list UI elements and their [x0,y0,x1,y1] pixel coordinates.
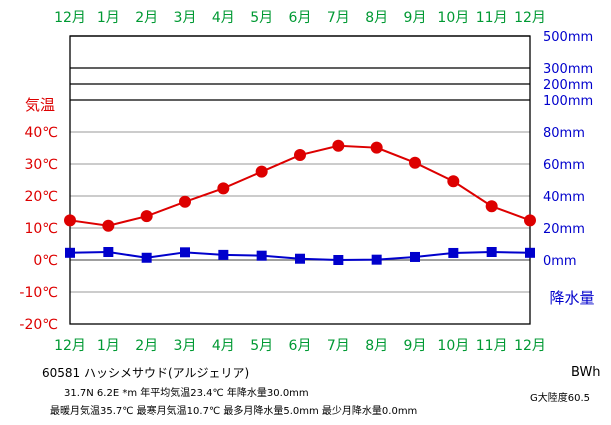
precipitation-tick-label: 0mm [543,254,577,269]
plot-border [69,35,531,325]
month-label-bottom: 10月 [437,338,469,354]
temperature-point [524,214,536,227]
month-label-bottom: 3月 [174,338,197,354]
precipitation-point [180,247,190,258]
precipitation-point [256,250,267,261]
temperature-point [447,175,460,188]
month-label-bottom: 6月 [289,338,312,354]
temperature-tick-label: 0℃ [33,253,58,269]
month-label-top: 3月 [174,10,197,26]
temperature-point [485,200,498,213]
precipitation-axis-title: 降水量 [549,289,594,307]
continentality-index: G大陸度60.5 [530,393,591,404]
precipitation-point [103,247,114,257]
data-series [64,139,536,265]
month-label-top: 6月 [289,10,312,26]
precipitation-point [486,247,497,257]
temperature-tick-label: -20℃ [19,317,58,333]
month-label-bottom: 7月 [327,338,350,354]
precipitation-tick-label: 40mm [543,190,585,205]
month-label-top: 10月 [437,10,469,26]
temperature-point [179,195,191,208]
precipitation-point [218,249,229,260]
station-extremes-line: 最暖月気温35.7℃ 最寒月気温10.7℃ 最多月降水量5.0mm 最少月降水量… [50,406,418,417]
temperature-axis-title: 気温 [25,96,55,114]
month-label-bottom: 12月 [54,338,86,354]
month-label-top: 9月 [404,10,427,26]
month-label-bottom: 12月 [514,338,546,354]
precipitation-point [295,253,305,264]
temperature-point [255,165,268,178]
top-month-labels: 12月 1月 2月 3月 4月 5月 6月 7月 8月 9月 10月 11月 12月 [54,10,546,26]
precipitation-point [410,251,420,262]
temperature-point [370,141,383,154]
month-label-top: 1月 [97,10,120,26]
month-label-top: 11月 [476,10,508,26]
temperature-point [102,219,115,232]
month-label-bottom: 9月 [404,338,427,354]
precipitation-tick-label: 200mm [543,78,593,93]
temperature-point [217,182,230,195]
temperature-point [294,149,306,162]
precipitation-point [371,254,382,265]
month-label-bottom: 5月 [250,338,273,354]
temperature-point [332,139,345,152]
climate-classification: BWh [571,365,601,380]
precipitation-point [448,247,459,258]
station-summary-line: 31.7N 6.2E *m 年平均気温23.4℃ 年降水量30.0mm [64,388,309,399]
bottom-month-labels: 12月 1月 2月 3月 4月 5月 6月 7月 8月 9月 10月 11月 12月 [54,338,546,354]
temperature-tick-label: 10℃ [24,221,58,237]
precipitation-tick-label: 500mm [543,30,593,45]
precipitation-tick-label: 300mm [543,62,593,77]
precipitation-tick-label: 20mm [543,222,585,237]
precipitation-point [141,252,152,263]
temperature-axis-ticks: 40℃ 30℃ 20℃ 10℃ 0℃ -10℃ -20℃ [19,125,58,333]
month-label-bottom: 2月 [135,338,158,354]
precipitation-tick-label: 80mm [543,126,585,141]
temperature-point [409,156,421,169]
precipitation-point [333,255,344,265]
month-label-top: 12月 [54,10,86,26]
plot-frame [69,35,531,325]
month-label-top: 2月 [135,10,158,26]
month-label-top: 4月 [212,10,235,26]
month-label-bottom: 11月 [476,338,508,354]
month-label-top: 8月 [365,10,388,26]
month-label-bottom: 4月 [212,338,235,354]
temperature-tick-label: 40℃ [24,125,58,141]
precipitation-tick-label: 100mm [543,94,593,109]
precipitation-tick-label: 60mm [543,158,585,173]
station-name: 60581 ハッシメサウド(アルジェリア) [42,366,250,380]
temperature-tick-label: -10℃ [19,285,58,301]
month-label-bottom: 8月 [365,338,388,354]
temperature-point [64,214,76,227]
temperature-tick-label: 20℃ [24,189,58,205]
month-label-top: 7月 [327,10,350,26]
precipitation-point [65,247,75,258]
month-label-top: 12月 [514,10,546,26]
month-label-bottom: 1月 [97,338,120,354]
temperature-tick-label: 30℃ [24,157,58,173]
precipitation-point [525,247,535,258]
month-label-top: 5月 [250,10,273,26]
temperature-point [140,210,153,223]
